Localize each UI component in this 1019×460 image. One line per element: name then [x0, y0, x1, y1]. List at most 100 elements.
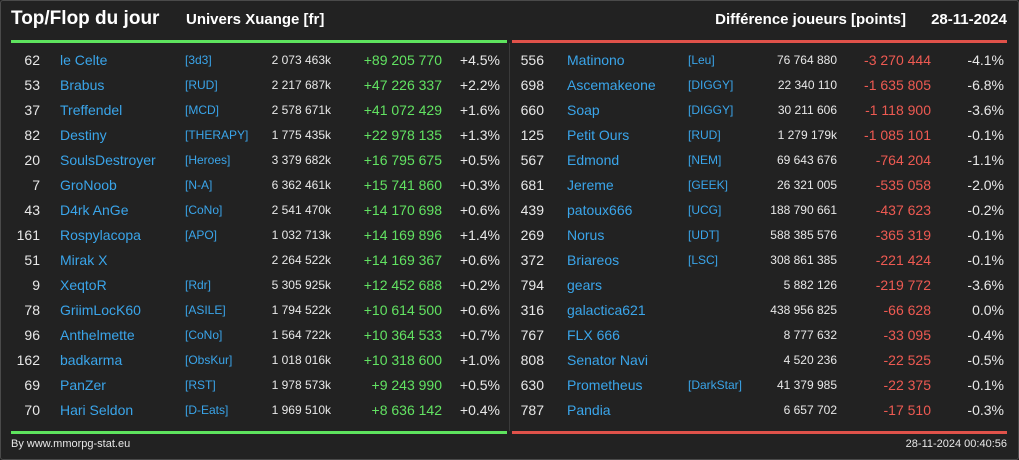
- player-rank: 269: [520, 227, 544, 243]
- player-name-link[interactable]: GroNoob: [60, 177, 117, 193]
- player-rank: 808: [520, 352, 544, 368]
- flop-panel-accent-bar: [512, 40, 1007, 43]
- alliance-tag-link[interactable]: [LSC]: [688, 253, 719, 267]
- percent-change: -0.1%: [967, 377, 1004, 393]
- player-name-link[interactable]: Mirak X: [60, 252, 108, 268]
- alliance-tag-link[interactable]: [CoNo]: [185, 328, 223, 342]
- player-points: 1 794 522k: [271, 303, 331, 317]
- percent-change: +0.5%: [459, 377, 500, 393]
- percent-change: +0.4%: [459, 402, 500, 418]
- player-name-link[interactable]: patoux666: [567, 202, 633, 218]
- player-name-link[interactable]: Jereme: [567, 177, 614, 193]
- player-rank: 37: [24, 102, 40, 118]
- player-name-link[interactable]: badkarma: [60, 352, 123, 368]
- alliance-tag-link[interactable]: [UDT]: [688, 228, 720, 242]
- alliance-tag-link[interactable]: [Heroes]: [185, 153, 231, 167]
- player-rank: 567: [520, 152, 544, 168]
- alliance-tag-link[interactable]: [CoNo]: [185, 203, 223, 217]
- percent-change: -0.3%: [967, 402, 1004, 418]
- percent-change: +0.6%: [459, 302, 500, 318]
- points-difference: -764 204: [875, 152, 931, 168]
- player-points: 1 279 179k: [777, 128, 837, 142]
- player-name-link[interactable]: SoulsDestroyer: [60, 152, 156, 168]
- alliance-tag-link[interactable]: [RUD]: [688, 128, 721, 142]
- player-rank: 53: [24, 77, 40, 93]
- flop-row: 808 Senator Navi 4 520 236 -22 525 -0.5%: [510, 348, 1019, 373]
- player-name-link[interactable]: XeqtoR: [60, 277, 107, 293]
- player-name-link[interactable]: Hari Seldon: [60, 402, 134, 418]
- alliance-tag-link[interactable]: [APO]: [185, 228, 218, 242]
- alliance-tag-link[interactable]: [DIGGY]: [688, 103, 734, 117]
- percent-change: -0.5%: [967, 352, 1004, 368]
- player-name-link[interactable]: Pandia: [567, 402, 611, 418]
- player-name-link[interactable]: Treffendel: [60, 102, 123, 118]
- player-name-link[interactable]: Matinono: [567, 52, 625, 68]
- player-points: 8 777 632: [783, 328, 837, 342]
- player-name-link[interactable]: Rospylacopa: [60, 227, 141, 243]
- alliance-tag-link[interactable]: [Rdr]: [185, 278, 212, 292]
- percent-change: -3.6%: [967, 102, 1004, 118]
- alliance-tag-link[interactable]: [MCD]: [185, 103, 219, 117]
- player-name-link[interactable]: D4rk AnGe: [60, 202, 129, 218]
- player-points: 1 978 573k: [271, 378, 331, 392]
- alliance-tag-link[interactable]: [THERAPY]: [185, 128, 249, 142]
- player-name-link[interactable]: Senator Navi: [567, 352, 648, 368]
- alliance-tag-link[interactable]: [Leu]: [688, 53, 715, 67]
- alliance-tag-link[interactable]: [NEM]: [688, 153, 722, 167]
- alliance-tag-link[interactable]: [UCG]: [688, 203, 722, 217]
- player-name-link[interactable]: Edmond: [567, 152, 620, 168]
- player-name-link[interactable]: FLX 666: [567, 327, 620, 343]
- points-difference: +15 741 860: [363, 177, 442, 193]
- top-row: 161 Rospylacopa [APO] 1 032 713k +14 169 896…: [0, 223, 509, 248]
- player-name-link[interactable]: Ascemakeone: [567, 77, 656, 93]
- player-points: 1 969 510k: [271, 403, 331, 417]
- player-points: 2 217 687k: [271, 78, 331, 92]
- points-difference: +10 318 600: [363, 352, 442, 368]
- player-name-link[interactable]: le Celte: [60, 52, 108, 68]
- flop-row: 316 galactica621 438 956 825 -66 628 0.0%: [510, 298, 1019, 323]
- player-name-link[interactable]: Norus: [567, 227, 605, 243]
- percent-change: -0.1%: [967, 127, 1004, 143]
- alliance-tag-link[interactable]: [ObsKur]: [185, 353, 233, 367]
- footer-credit: By www.mmorpg-stat.eu: [11, 438, 131, 450]
- percent-change: +0.2%: [459, 277, 500, 293]
- player-name-link[interactable]: gears: [567, 277, 603, 293]
- player-name-link[interactable]: Briareos: [567, 252, 620, 268]
- player-points: 1 564 722k: [271, 328, 331, 342]
- points-difference: -221 424: [875, 252, 931, 268]
- player-name-link[interactable]: Petit Ours: [567, 127, 630, 143]
- top-row: 9 XeqtoR [Rdr] 5 305 925k +12 452 688 +0.2%: [0, 273, 509, 298]
- percent-change: -0.1%: [967, 227, 1004, 243]
- player-name-link[interactable]: Destiny: [60, 127, 107, 143]
- alliance-tag-link[interactable]: [DIGGY]: [688, 78, 734, 92]
- metric-label: Différence joueurs [points]: [715, 11, 906, 28]
- alliance-tag-link[interactable]: [D-Eats]: [185, 403, 229, 417]
- points-difference: +14 170 698: [363, 202, 442, 218]
- player-name-link[interactable]: galactica621: [567, 302, 646, 318]
- player-name-link[interactable]: Brabus: [60, 77, 105, 93]
- player-name-link[interactable]: Anthelmette: [60, 327, 135, 343]
- alliance-tag-link[interactable]: [RUD]: [185, 78, 218, 92]
- points-difference: +47 226 337: [363, 77, 442, 93]
- alliance-tag-link[interactable]: [3d3]: [185, 53, 212, 67]
- flop-row: 681 Jereme [GEEK] 26 321 005 -535 058 -2.0%: [510, 173, 1019, 198]
- footer-timestamp: 28-11-2024 00:40:56: [905, 438, 1007, 450]
- player-rank: 439: [520, 202, 544, 218]
- points-difference: +9 243 990: [371, 377, 442, 393]
- alliance-tag-link[interactable]: [GEEK]: [688, 178, 729, 192]
- player-name-link[interactable]: Prometheus: [567, 377, 643, 393]
- points-difference: +10 364 533: [363, 327, 442, 343]
- alliance-tag-link[interactable]: [ASILE]: [185, 303, 226, 317]
- alliance-tag-link[interactable]: [N-A]: [185, 178, 213, 192]
- player-name-link[interactable]: Soap: [567, 102, 600, 118]
- points-difference: -33 095: [883, 327, 931, 343]
- percent-change: -6.8%: [967, 77, 1004, 93]
- alliance-tag-link[interactable]: [DarkStar]: [688, 378, 743, 392]
- top-row: 69 PanZer [RST] 1 978 573k +9 243 990 +0.5%: [0, 373, 509, 398]
- player-rank: 51: [24, 252, 40, 268]
- flop-row: 125 Petit Ours [RUD] 1 279 179k -1 085 101 -0…: [510, 123, 1019, 148]
- player-rank: 630: [520, 377, 544, 393]
- player-name-link[interactable]: PanZer: [60, 377, 106, 393]
- player-name-link[interactable]: GriimLocK60: [60, 302, 141, 318]
- alliance-tag-link[interactable]: [RST]: [185, 378, 216, 392]
